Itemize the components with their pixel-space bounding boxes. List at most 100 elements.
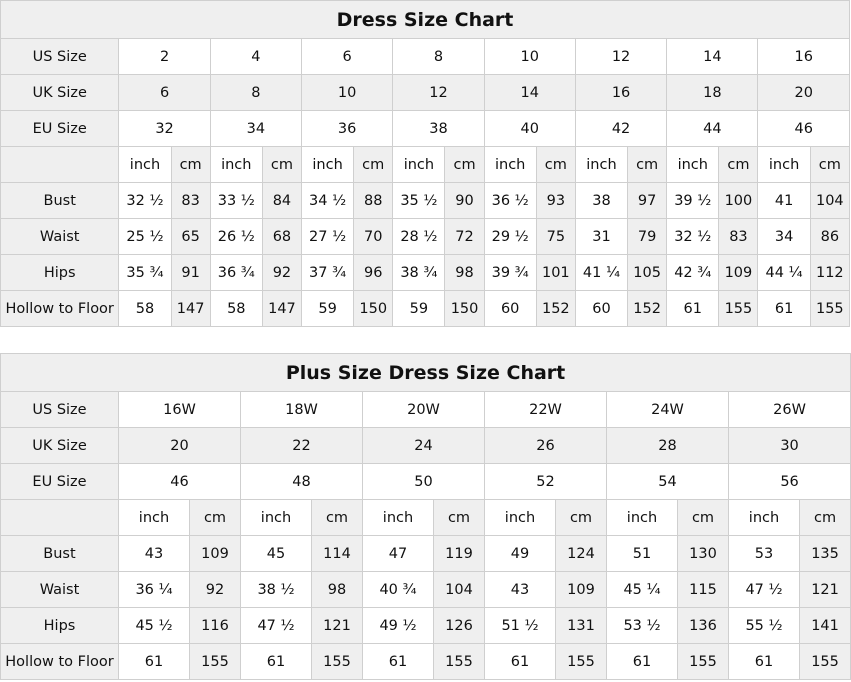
inch-value: 61 (362, 643, 434, 680)
inch-value: 61 (484, 643, 556, 680)
row-label: US Size (0, 391, 119, 428)
row-label: Hollow to Floor (0, 290, 120, 327)
inch-value: 55 ½ (728, 607, 800, 644)
cm-value: 155 (718, 290, 759, 327)
us-size-cell: 16W (118, 391, 241, 428)
cm-value: 126 (433, 607, 485, 644)
inch-value: 34 ½ (300, 182, 355, 219)
unit-cm: cm (261, 146, 303, 183)
uk-size-cell: 28 (606, 427, 729, 464)
cm-value: 86 (809, 218, 851, 255)
unit-inch: inch (606, 499, 678, 536)
row-label: Waist (0, 571, 119, 608)
row-label: Hips (0, 607, 119, 644)
cm-value: 116 (189, 607, 241, 644)
inch-value: 40 ¾ (362, 571, 434, 608)
inch-value: 61 (240, 643, 312, 680)
unit-inch: inch (300, 146, 355, 183)
inch-value: 38 (574, 182, 629, 219)
inch-value: 37 ¾ (300, 254, 355, 291)
unit-inch: inch (362, 499, 434, 536)
inch-value: 35 ½ (392, 182, 446, 219)
measurement-row: Bust 32 ½ 83 33 ½ 84 34 ½ 88 35 ½ 90 36 ½ 93 38 97 39… (0, 182, 851, 219)
inch-value: 32 ½ (118, 182, 172, 219)
row-label: EU Size (0, 110, 120, 147)
uk-size-cell: 6 (118, 74, 211, 111)
measurement-row: Hollow to Floor 58 147 58 147 59 150 59 150 60 152… (0, 290, 851, 327)
inch-value: 26 ½ (209, 218, 263, 255)
unit-cm: cm (718, 146, 759, 183)
cm-value: 90 (444, 182, 485, 219)
us-size-cell: 22W (484, 391, 607, 428)
unit-cm: cm (809, 146, 851, 183)
row-label: UK Size (0, 427, 119, 464)
cm-value: 130 (677, 535, 729, 572)
cm-value: 119 (433, 535, 485, 572)
eu-size-cell: 46 (118, 463, 241, 500)
inch-value: 61 (666, 290, 720, 327)
eu-size-cell: 32 (118, 110, 211, 147)
cm-value: 109 (718, 254, 759, 291)
cm-value: 155 (555, 643, 607, 680)
inch-value: 38 ¾ (392, 254, 446, 291)
cm-value: 152 (535, 290, 576, 327)
row-label: EU Size (0, 463, 119, 500)
inch-value: 25 ½ (118, 218, 172, 255)
row-label: Waist (0, 218, 120, 255)
cm-value: 147 (170, 290, 211, 327)
cm-value: 83 (170, 182, 211, 219)
cm-value: 112 (809, 254, 851, 291)
cm-value: 72 (444, 218, 485, 255)
cm-value: 121 (798, 571, 851, 608)
cm-value: 124 (555, 535, 607, 572)
unit-inch: inch (240, 499, 312, 536)
cm-value: 68 (261, 218, 303, 255)
inch-value: 58 (118, 290, 172, 327)
cm-value: 98 (444, 254, 485, 291)
inch-value: 53 ½ (606, 607, 678, 644)
unit-row: inch cm inch cm inch cm inch cm inch cm inch cm inch… (0, 146, 851, 183)
unit-inch: inch (728, 499, 800, 536)
inch-value: 41 ¼ (574, 254, 629, 291)
inch-value: 61 (757, 290, 811, 327)
us-size-row: US Size 16W 18W 20W 22W 24W 26W (0, 391, 851, 428)
unit-cm: cm (170, 146, 211, 183)
uk-size-cell: 16 (574, 74, 668, 111)
inch-value: 45 ½ (118, 607, 190, 644)
unit-row: inch cm inch cm inch cm inch cm inch cm inch cm (0, 499, 851, 536)
cm-value: 155 (798, 643, 851, 680)
row-label: US Size (0, 38, 120, 75)
inch-value: 32 ½ (666, 218, 720, 255)
unit-inch: inch (484, 499, 556, 536)
cm-value: 79 (627, 218, 668, 255)
eu-size-row: EU Size 32 34 36 38 40 42 44 46 (0, 110, 850, 147)
cm-value: 115 (677, 571, 729, 608)
unit-inch: inch (118, 499, 190, 536)
cm-value: 141 (798, 607, 851, 644)
eu-size-cell: 34 (209, 110, 303, 147)
unit-cm: cm (189, 499, 241, 536)
cm-value: 104 (809, 182, 851, 219)
eu-size-cell: 38 (392, 110, 485, 147)
inch-value: 34 (757, 218, 811, 255)
measurement-row: Hips 45 ½ 116 47 ½ 121 49 ½ 126 51 ½ 131 53 ½ 136 5… (0, 607, 851, 644)
uk-size-cell: 26 (484, 427, 607, 464)
cm-value: 131 (555, 607, 607, 644)
cm-value: 155 (809, 290, 851, 327)
title-row: Dress Size Chart (0, 0, 850, 39)
inch-value: 31 (574, 218, 629, 255)
inch-value: 60 (574, 290, 629, 327)
inch-value: 43 (118, 535, 190, 572)
cm-value: 150 (353, 290, 394, 327)
inch-value: 36 ¼ (118, 571, 190, 608)
inch-value: 28 ½ (392, 218, 446, 255)
cm-value: 84 (261, 182, 303, 219)
inch-value: 49 (484, 535, 556, 572)
inch-value: 60 (483, 290, 537, 327)
inch-value: 61 (606, 643, 678, 680)
us-size-cell: 6 (300, 38, 394, 75)
row-label: Bust (0, 182, 120, 219)
unit-inch: inch (118, 146, 172, 183)
inch-value: 36 ¾ (209, 254, 263, 291)
inch-value: 47 (362, 535, 434, 572)
